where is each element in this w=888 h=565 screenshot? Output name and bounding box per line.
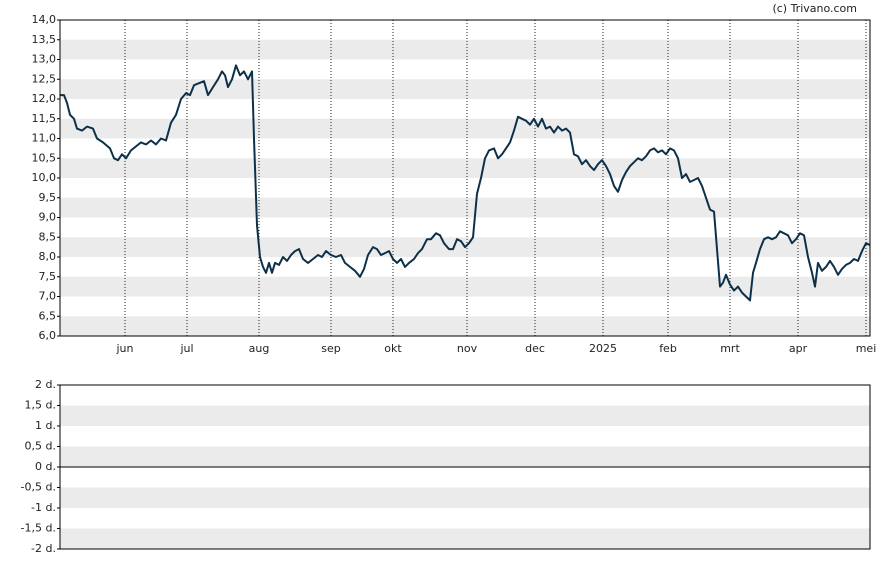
x-tick-label: apr	[789, 342, 808, 355]
x-tick-label: jun	[116, 342, 134, 355]
y-tick-label: 7,0	[39, 290, 57, 303]
x-tick-label: feb	[659, 342, 677, 355]
y-tick-label: 13,5	[32, 33, 57, 46]
y-tick-label: 11,0	[32, 132, 57, 145]
y-tick-label: 11,5	[32, 112, 57, 125]
y-tick-label: -1,5 d.	[21, 522, 56, 535]
x-tick-label: jul	[179, 342, 193, 355]
band	[60, 405, 870, 426]
x-tick-label: mrt	[720, 342, 740, 355]
y-tick-label: 2 d.	[35, 378, 56, 391]
band	[60, 118, 870, 139]
x-tick-label: okt	[384, 342, 402, 355]
x-tick-label: 2025	[589, 342, 617, 355]
y-tick-label: 9,5	[39, 191, 57, 204]
band	[60, 446, 870, 467]
plot-frame	[59, 384, 871, 550]
y-tick-label: 1 d.	[35, 419, 56, 432]
y-tick-label: 13,0	[32, 53, 57, 66]
band	[60, 528, 870, 549]
y-tick-label: 6,0	[39, 329, 57, 342]
y-tick-label: -2 d.	[31, 542, 56, 555]
y-tick-label: 7,5	[39, 270, 57, 283]
y-tick-label: -0,5 d.	[21, 481, 56, 494]
price-line	[60, 64, 871, 302]
y-tick-label: 6,5	[39, 309, 57, 322]
band	[60, 39, 870, 60]
band	[60, 487, 870, 508]
band	[60, 276, 870, 297]
plot-frame	[59, 19, 871, 337]
y-tick-label: 0 d.	[35, 460, 56, 473]
y-tick-label: 14,0	[32, 13, 57, 26]
x-tick-label: nov	[457, 342, 478, 355]
y-tick-label: 12,5	[32, 72, 57, 85]
source: (c) Trivano.com	[772, 2, 857, 15]
x-tick-label: sep	[321, 342, 340, 355]
x-tick-label: dec	[525, 342, 545, 355]
y-tick-label: 10,5	[32, 151, 57, 164]
x-tick-label: aug	[249, 342, 270, 355]
y-tick-label: -1 d.	[31, 501, 56, 514]
x-tick-label: mei	[856, 342, 877, 355]
band	[60, 79, 870, 99]
band	[60, 197, 870, 218]
band	[60, 316, 870, 336]
y-tick-label: 1,5 d.	[25, 399, 56, 412]
y-tick-label: 8,0	[39, 250, 57, 263]
y-tick-label: 8,5	[39, 230, 57, 243]
y-tick-label: 9,0	[39, 211, 57, 224]
y-tick-label: 12,0	[32, 92, 57, 105]
band	[60, 158, 870, 178]
y-tick-label: 0,5 d.	[25, 440, 56, 453]
y-tick-label: 10,0	[32, 171, 57, 184]
